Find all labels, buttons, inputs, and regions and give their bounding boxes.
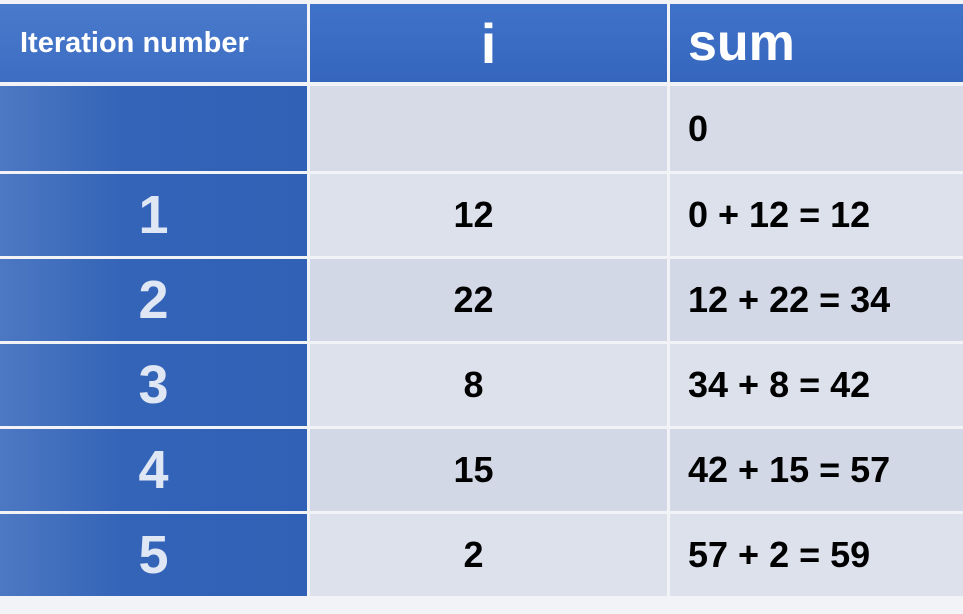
i-cell: 22 [310,259,670,344]
table-row: 4 15 42 + 15 = 57 [0,429,963,514]
sum-cell: 0 [670,86,963,174]
sum-cell: 34 + 8 = 42 [670,344,963,429]
iteration-cell: 1 [0,174,310,259]
iteration-cell: 4 [0,429,310,514]
iteration-cell [0,86,310,174]
table-row: 1 12 0 + 12 = 12 [0,174,963,259]
iteration-cell: 3 [0,344,310,429]
table-row: 0 [0,86,963,174]
i-cell: 8 [310,344,670,429]
sum-cell: 0 + 12 = 12 [670,174,963,259]
header-row: Iteration number i sum [0,4,963,86]
header-iteration-number: Iteration number [0,4,310,86]
i-cell: 15 [310,429,670,514]
iteration-cell: 2 [0,259,310,344]
i-cell [310,86,670,174]
table-row: 3 8 34 + 8 = 42 [0,344,963,429]
iteration-cell: 5 [0,514,310,599]
header-i: i [310,4,670,86]
i-cell: 12 [310,174,670,259]
sum-cell: 57 + 2 = 59 [670,514,963,599]
sum-cell: 42 + 15 = 57 [670,429,963,514]
table-row: 5 2 57 + 2 = 59 [0,514,963,599]
header-sum: sum [670,4,963,86]
sum-cell: 12 + 22 = 34 [670,259,963,344]
i-cell: 2 [310,514,670,599]
trace-table: Iteration number i sum 0 1 12 0 + 12 = 1… [0,4,963,599]
table-row: 2 22 12 + 22 = 34 [0,259,963,344]
